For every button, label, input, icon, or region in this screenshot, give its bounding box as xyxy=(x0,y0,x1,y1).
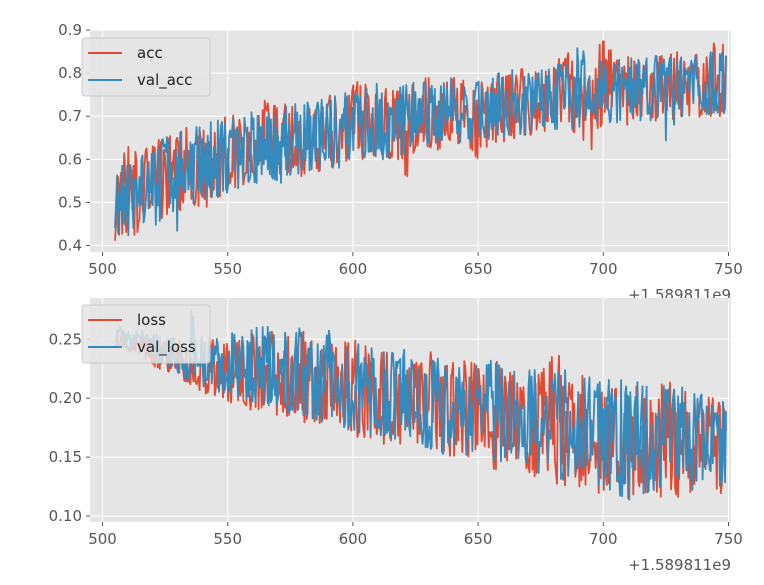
accuracy-x-tick-label: 600 xyxy=(339,260,368,278)
loss-x-tick-label: 500 xyxy=(88,530,117,548)
series-line-val-acc xyxy=(114,47,727,237)
accuracy-y-tick-label: 0.8 xyxy=(58,64,82,82)
accuracy-x-tick-label: 700 xyxy=(589,260,618,278)
legend-label-acc: acc xyxy=(137,44,163,62)
loss-panel: 500 550 600 650 700 750 0.10 0.15 0.20 0.25 +1.58… xyxy=(49,298,743,574)
accuracy-x-tick-label: 500 xyxy=(88,260,117,278)
series-line-val-loss xyxy=(114,309,727,501)
loss-y-tick-label: 0.10 xyxy=(49,507,82,525)
accuracy-y-tick-label: 0.7 xyxy=(58,107,82,125)
loss-x-tick-label: 550 xyxy=(213,530,242,548)
accuracy-y-tick-label: 0.9 xyxy=(58,21,82,39)
accuracy-y-tick-label: 0.5 xyxy=(58,193,82,211)
accuracy-y-tick-label: 0.6 xyxy=(58,150,82,168)
loss-x-tick-label: 650 xyxy=(464,530,493,548)
loss-y-tick-label: 0.15 xyxy=(49,448,82,466)
loss-x-offset-label: +1.589811e9 xyxy=(628,556,731,574)
legend-label-val-loss: val_loss xyxy=(137,338,196,357)
legend-label-loss: loss xyxy=(137,311,166,329)
accuracy-y-tick-label: 0.4 xyxy=(58,237,82,255)
loss-y-tick-label: 0.25 xyxy=(49,330,82,348)
loss-y-tick-label: 0.20 xyxy=(49,389,82,407)
accuracy-x-tick-label: 550 xyxy=(213,260,242,278)
accuracy-legend: acc val_acc xyxy=(81,37,211,97)
accuracy-x-tick-label: 750 xyxy=(714,260,743,278)
loss-x-tick-label: 600 xyxy=(339,530,368,548)
accuracy-x-tick-label: 650 xyxy=(464,260,493,278)
loss-x-tick-label: 700 xyxy=(589,530,618,548)
loss-legend: loss val_loss xyxy=(81,304,211,364)
loss-x-tick-label: 750 xyxy=(714,530,743,548)
legend-label-val-acc: val_acc xyxy=(137,71,192,90)
